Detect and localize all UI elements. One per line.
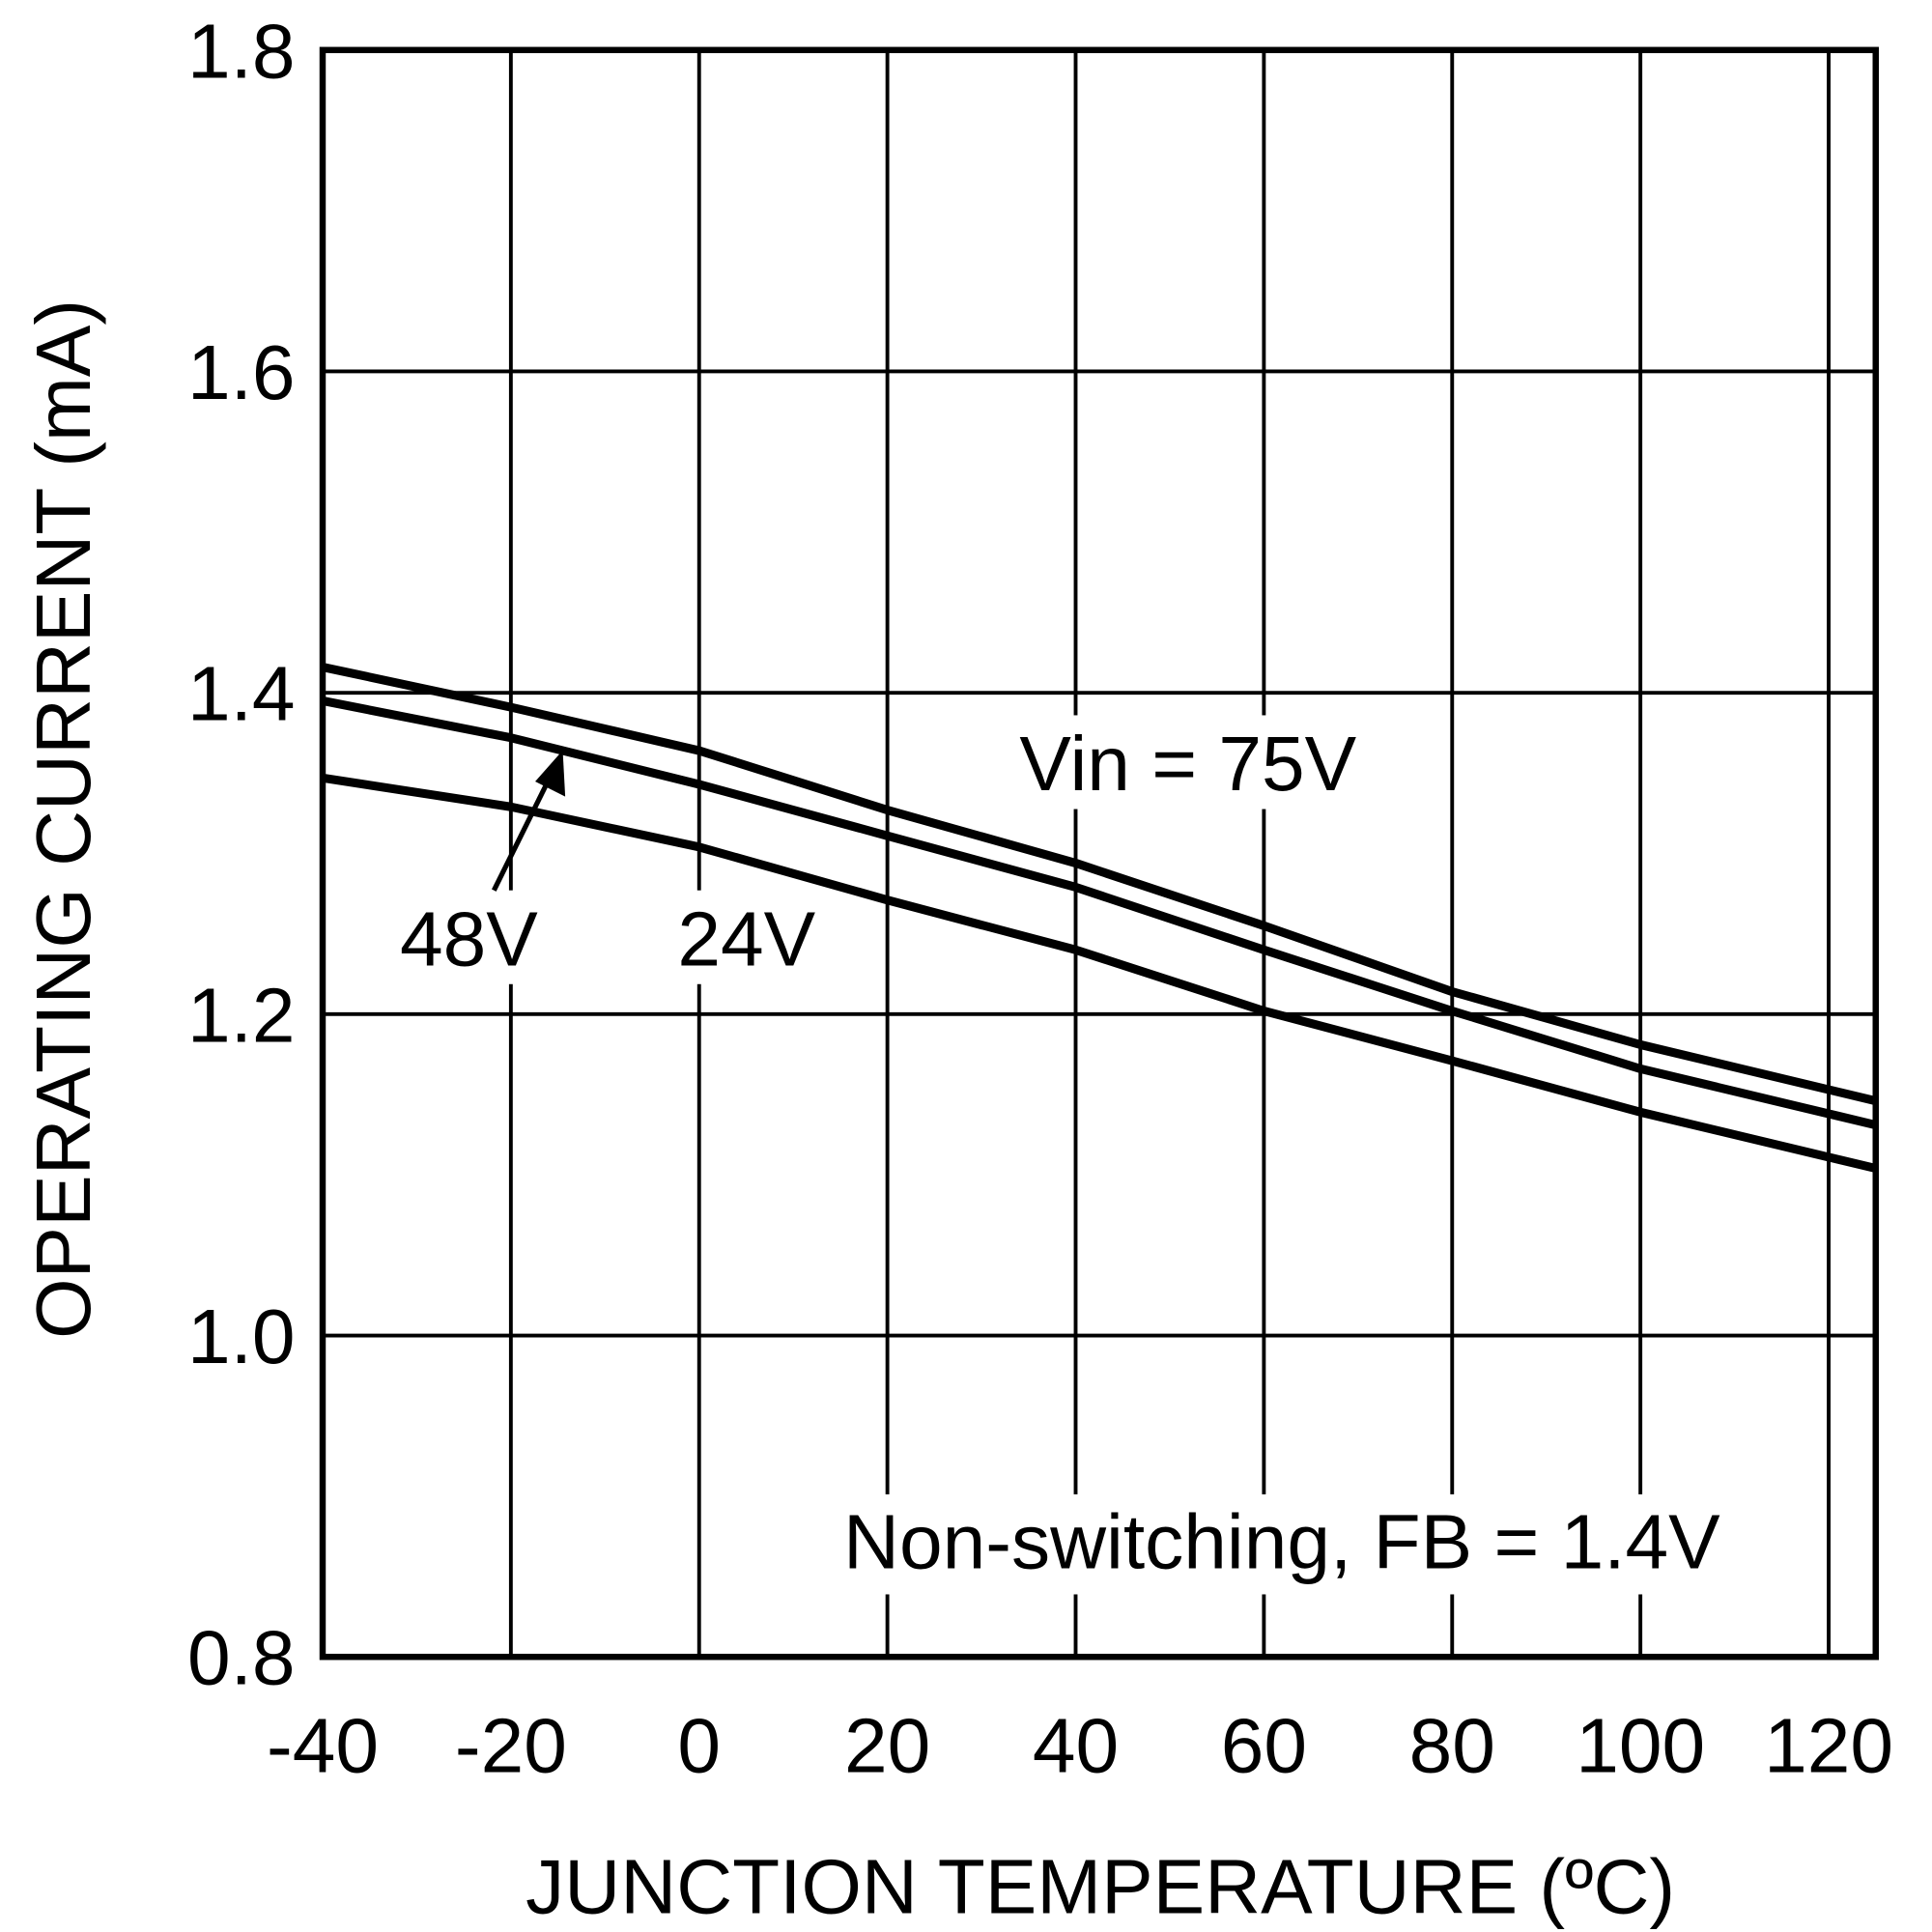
series-label-75v: Vin = 75V	[1019, 721, 1356, 808]
x-tick-label: 80	[1409, 1702, 1495, 1789]
grid	[321, 47, 1876, 1660]
series-line-0	[322, 663, 1877, 1106]
x-tick-label: 0	[677, 1702, 721, 1789]
y-tick-label: 0.8	[187, 1615, 296, 1702]
y-tick-label: 1.2	[187, 972, 296, 1059]
series-label-48v: 48V	[400, 895, 538, 982]
x-tick-label: 100	[1576, 1702, 1705, 1789]
series-label-24v: 24V	[677, 895, 815, 982]
x-tick-label: 120	[1764, 1702, 1893, 1789]
series-lines	[322, 663, 1877, 1173]
x-tick-label: -20	[455, 1702, 567, 1789]
pointer-arrow-48v	[492, 767, 556, 892]
x-tick-label: 40	[1033, 1702, 1119, 1789]
y-axis-label: OPERATING CURRENT (mA)	[20, 299, 107, 1339]
x-tick-label: 20	[844, 1702, 930, 1789]
x-axis-label: JUNCTION TEMPERATURE (ºC)	[526, 1844, 1675, 1931]
condition-annotation: Non-switching, FB = 1.4V	[843, 1498, 1720, 1585]
tick-labels: -40 -20 0 20 40 60 80 100 120 0.8 1.0 1.2 1.4 1.6 1.8	[187, 8, 1893, 1789]
y-tick-label: 1.6	[187, 329, 296, 416]
series-line-1	[322, 696, 1877, 1130]
series-line-2	[322, 773, 1877, 1173]
arrow-head-icon	[535, 750, 566, 797]
plot-frame	[319, 46, 1879, 1661]
y-tick-label: 1.0	[187, 1293, 296, 1380]
x-tick-label: -40	[267, 1702, 379, 1789]
x-tick-label: 60	[1221, 1702, 1307, 1789]
y-tick-label: 1.4	[187, 651, 296, 738]
y-tick-label: 1.8	[187, 8, 296, 95]
